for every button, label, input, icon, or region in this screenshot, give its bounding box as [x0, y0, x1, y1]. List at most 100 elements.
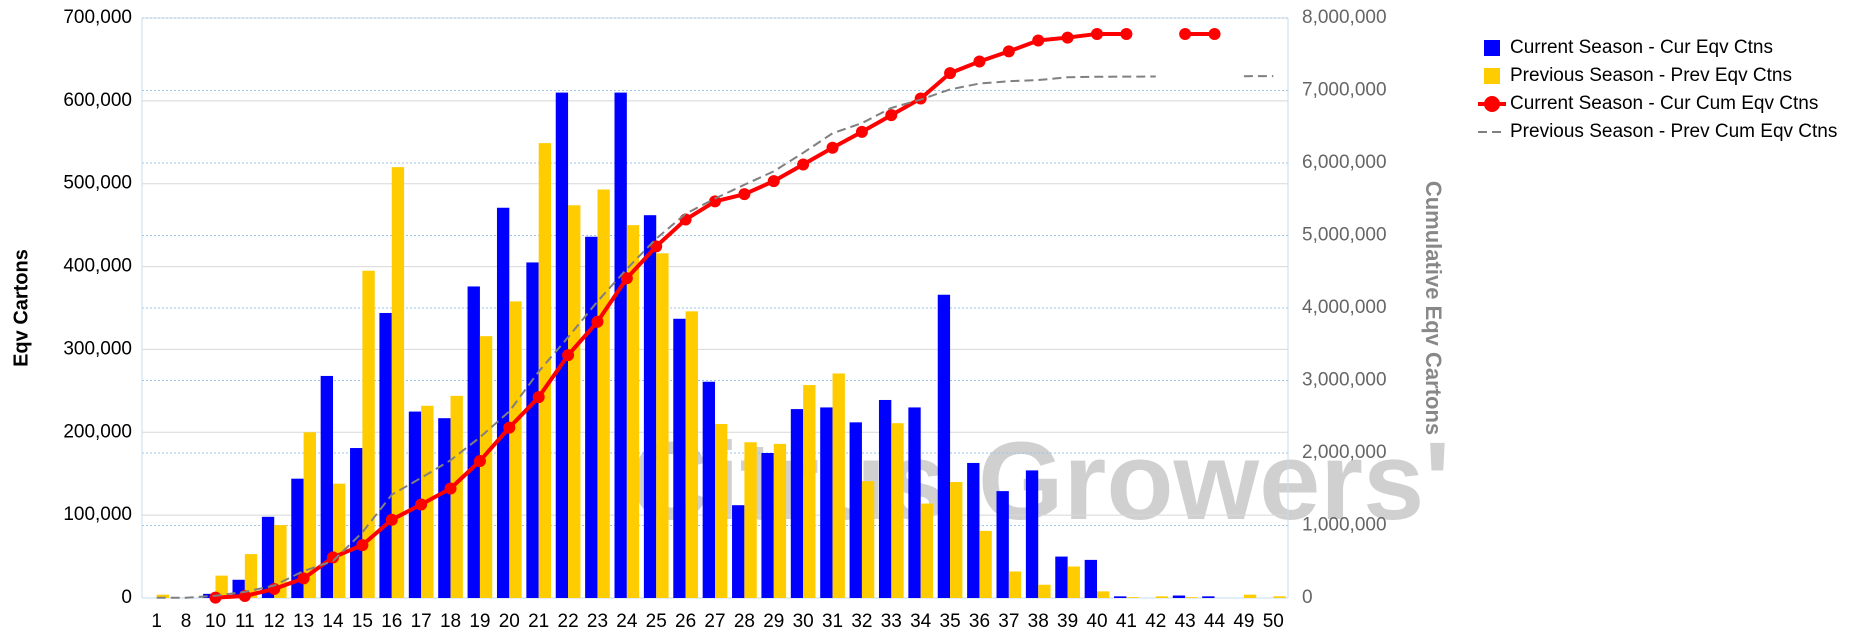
- y2-tick-label: 7,000,000: [1302, 80, 1387, 101]
- bar: [891, 423, 904, 598]
- x-tick-label: 36: [969, 611, 990, 632]
- x-tick-label: 23: [587, 611, 608, 632]
- bar: [1055, 556, 1068, 598]
- line: [156, 75, 1274, 599]
- legend-label: Previous Season - Prev Cum Eqv Ctns: [1510, 121, 1837, 142]
- bar: [203, 593, 216, 598]
- bar: [773, 443, 787, 598]
- x-tick-label: 50: [1263, 611, 1284, 632]
- bar: [597, 189, 610, 598]
- bar: [244, 554, 258, 598]
- x-tick-label: 40: [1086, 611, 1107, 632]
- line-marker: [1120, 27, 1133, 40]
- bar: [790, 409, 804, 598]
- bar: [1038, 584, 1051, 598]
- bar: [685, 311, 698, 598]
- bar: [438, 418, 451, 598]
- bar: [261, 516, 275, 598]
- bar: [555, 92, 569, 599]
- x-tick-label: 22: [558, 611, 579, 632]
- bar: [1097, 591, 1110, 598]
- bar: [333, 483, 346, 598]
- x-tick-label: 15: [352, 611, 373, 632]
- y-tick-label: 400,000: [63, 256, 132, 277]
- bar: [715, 424, 728, 598]
- x-tick-label: 35: [940, 611, 961, 632]
- y2-tick-label: 3,000,000: [1302, 370, 1387, 391]
- bar: [1273, 596, 1286, 598]
- y2-tick-label: 1,000,000: [1302, 515, 1387, 536]
- line-marker: [885, 109, 898, 122]
- bar: [996, 491, 1009, 598]
- bar: [656, 253, 669, 599]
- x-tick-label: 20: [499, 611, 520, 632]
- y-tick-label: 200,000: [63, 421, 132, 442]
- line-marker: [297, 572, 310, 585]
- x-tick-label: 1: [151, 611, 162, 632]
- x-tick-label: 43: [1175, 611, 1196, 632]
- bar: [1084, 559, 1097, 598]
- bar: [614, 92, 627, 599]
- bar: [832, 373, 845, 598]
- bar: [967, 462, 980, 598]
- bar: [362, 270, 375, 598]
- line-marker: [1061, 31, 1074, 44]
- line-marker: [385, 513, 398, 526]
- x-tick-label: 16: [381, 611, 402, 632]
- bar: [1155, 596, 1169, 598]
- x-tick-label: 28: [734, 611, 755, 632]
- line-marker: [679, 213, 692, 226]
- x-tick-label: 19: [469, 611, 490, 632]
- x-tick-label: 39: [1057, 611, 1078, 632]
- line-marker: [620, 272, 633, 285]
- bar: [1008, 571, 1022, 598]
- bar: [937, 294, 951, 598]
- bar: [1126, 597, 1139, 598]
- bar: [509, 301, 522, 598]
- bar: [391, 167, 405, 598]
- bar: [702, 381, 715, 598]
- x-tick-label: 44: [1204, 611, 1226, 632]
- y-tick-label: 300,000: [63, 338, 132, 359]
- bar: [1067, 566, 1080, 598]
- bar: [156, 594, 170, 598]
- legend-marker: [1484, 96, 1500, 112]
- line-marker: [826, 141, 839, 154]
- x-tick-label: 17: [411, 611, 432, 632]
- bar: [303, 432, 316, 598]
- bar: [320, 375, 333, 598]
- y2-tick-label: 0: [1302, 587, 1313, 608]
- y-tick-label: 700,000: [63, 7, 132, 28]
- legend-swatch: [1484, 68, 1500, 84]
- line-marker: [1002, 45, 1015, 58]
- x-tick-label: 25: [646, 611, 667, 632]
- x-tick-label: 11: [235, 611, 255, 632]
- line-marker: [738, 188, 751, 201]
- line-marker: [415, 498, 428, 511]
- bar: [585, 236, 598, 598]
- y2-tick-label: 2,000,000: [1302, 442, 1387, 463]
- bar: [626, 225, 640, 598]
- x-tick-label: 12: [264, 611, 285, 632]
- x-tick-label: 26: [675, 611, 696, 632]
- bar: [878, 399, 892, 598]
- legend-swatch: [1484, 40, 1500, 56]
- bar: [1185, 597, 1198, 598]
- bar: [538, 143, 552, 598]
- bar: [379, 312, 392, 598]
- line-marker: [914, 92, 927, 105]
- y-tick-label: 600,000: [63, 90, 132, 111]
- x-tick-label: 33: [881, 611, 902, 632]
- line-marker: [356, 539, 369, 552]
- y2-tick-label: 8,000,000: [1302, 7, 1387, 28]
- line-marker: [591, 315, 604, 328]
- bar: [908, 407, 921, 598]
- bar: [479, 336, 493, 598]
- y-tick-label: 100,000: [63, 504, 132, 525]
- legend-label: Current Season - Cur Cum Eqv Ctns: [1510, 93, 1818, 114]
- x-tick-label: 24: [616, 611, 638, 632]
- x-tick-label: 38: [1028, 611, 1049, 632]
- bar: [526, 262, 539, 598]
- bar: [744, 442, 757, 598]
